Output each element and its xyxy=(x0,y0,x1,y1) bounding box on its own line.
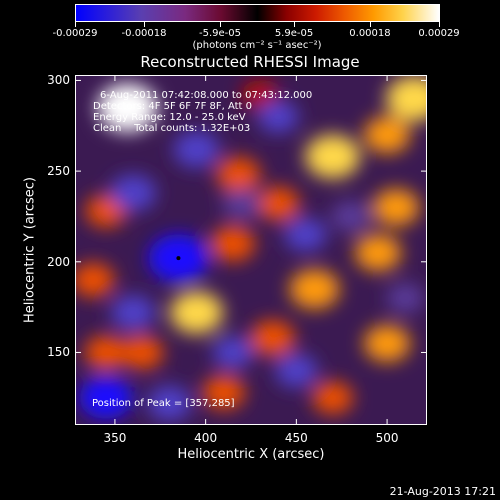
info-line-energy: Energy Range: 12.0 - 25.0 keV xyxy=(93,112,246,123)
heatmap-feature-15 xyxy=(120,335,164,370)
y-tick-label: 200 xyxy=(47,254,70,269)
heatmap-feature-11 xyxy=(170,291,224,334)
x-tick-label: 350 xyxy=(103,431,127,445)
heatmap-feature-0 xyxy=(97,83,158,132)
heatmap-svg xyxy=(75,75,427,425)
heatmap-feature-2 xyxy=(364,116,411,154)
heatmap-feature-27 xyxy=(147,385,192,421)
heatmap-feature-1 xyxy=(386,75,427,122)
y-tick-label: 250 xyxy=(47,164,70,179)
colorbar-ticks xyxy=(75,22,440,27)
colorbar-tick xyxy=(369,22,371,27)
x-tick-label: 500 xyxy=(375,431,399,445)
colorbar-tick-label: 5.9e-05 xyxy=(274,28,314,39)
y-axis-label: Heliocentric Y (arcsec) xyxy=(22,177,38,323)
heatmap-feature-8 xyxy=(210,225,255,262)
heatmap-feature-31 xyxy=(331,200,371,233)
heatmap-feature-29 xyxy=(212,336,254,369)
heatmap-feature-21 xyxy=(110,174,157,212)
heatmap-feature-13 xyxy=(84,335,128,370)
info-line-clean: Clean Total counts: 1.32E+03 xyxy=(93,123,251,134)
peak-position-label: Position of Peak = [357,285] xyxy=(92,398,235,409)
heatmap-feature-14 xyxy=(250,320,295,356)
colorbar-tick xyxy=(144,22,146,27)
heatmap-feature-17 xyxy=(312,381,354,415)
info-line-detectors: Detectors: 4F 5F 6F 7F 8F, Att 0 xyxy=(93,101,253,112)
colorbar-tick-label: -0.00029 xyxy=(52,28,98,39)
heatmap-feature-12 xyxy=(75,262,115,297)
x-axis-label: Heliocentric X (arcsec) xyxy=(177,447,325,462)
colorbar-tick xyxy=(439,22,440,27)
colorbar-tick xyxy=(219,22,221,27)
heatmap-feature-16 xyxy=(202,375,246,410)
marker-dot xyxy=(176,256,181,261)
colorbar-tick xyxy=(75,22,76,27)
chart-title: Reconstructed RHESSI Image xyxy=(140,53,360,71)
colorbar-tick-label: -5.9e-05 xyxy=(198,28,241,39)
heatmap-feature-4 xyxy=(216,157,261,193)
heatmap-feature-30 xyxy=(257,100,299,134)
heatmap-feature-26 xyxy=(79,376,133,419)
heatmap-feature-28 xyxy=(275,353,318,388)
colorbar-tick xyxy=(294,22,296,27)
heatmap-feature-22 xyxy=(222,188,262,220)
heatmap-feature-6 xyxy=(373,188,420,226)
heatmap-feature-25 xyxy=(110,294,156,331)
y-tick-label: 300 xyxy=(47,73,70,88)
heatmap-feature-10 xyxy=(289,269,340,309)
y-tick-label: 150 xyxy=(47,345,70,360)
heatmap-feature-3 xyxy=(305,134,361,179)
colorbar xyxy=(75,4,440,22)
heatmap-feature-24 xyxy=(173,130,220,168)
heatmap-feature-18 xyxy=(364,324,411,362)
timestamp: 21-Aug-2013 17:21 xyxy=(389,485,496,498)
heatmap-feature-5 xyxy=(256,186,300,221)
heatmap-feature-32 xyxy=(386,283,424,313)
colorbar-gradient xyxy=(75,4,440,22)
info-line-time: 6-Aug-2011 07:42:08.000 to 07:43:12.000 xyxy=(100,90,313,101)
heatmap-feature-9 xyxy=(355,234,402,272)
colorbar-tick-label: -0.00018 xyxy=(121,28,167,39)
x-tick-label: 400 xyxy=(194,431,218,445)
heatmap-feature-23 xyxy=(284,217,327,252)
heatmap-features xyxy=(75,75,427,421)
colorbar-tick-label: 0.00018 xyxy=(349,28,391,39)
x-tick-label: 450 xyxy=(284,431,308,445)
heatmap-plot-area xyxy=(75,75,427,425)
colorbar-tick-label: 0.00029 xyxy=(418,28,460,39)
colorbar-unit-label: (photons cm⁻² s⁻¹ asec⁻²) xyxy=(192,40,322,51)
